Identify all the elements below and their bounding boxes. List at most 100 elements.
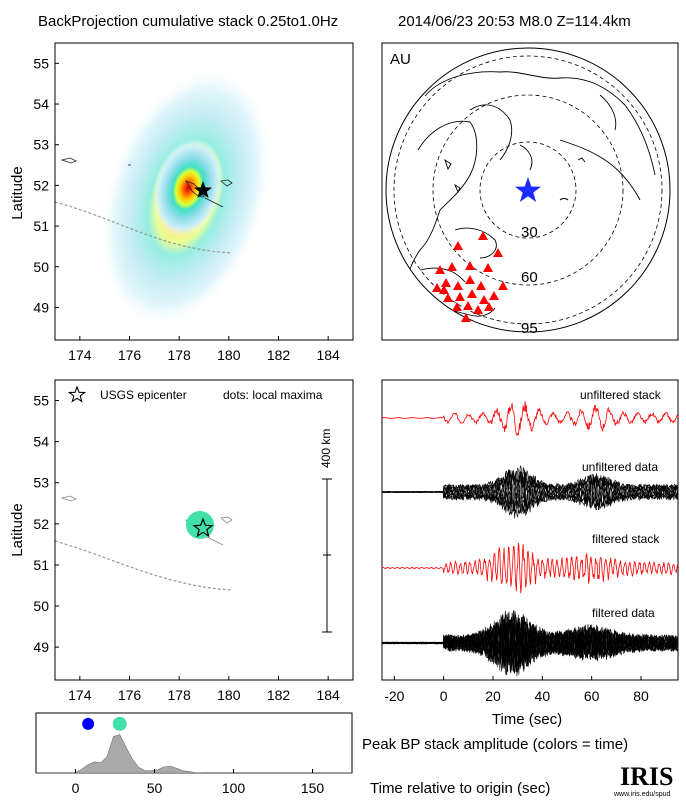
- station-triangle: [432, 283, 442, 292]
- station-triangle: [441, 278, 451, 287]
- legend-dots-label: dots: local maxima: [223, 388, 323, 402]
- backprojection-heatmap: [99, 67, 273, 329]
- filtered-stack-trace: [381, 542, 679, 594]
- peak-title: Peak BP stack amplitude (colors = time): [362, 736, 628, 753]
- bottom-map-xticks: 174 176 178 180 182 184: [68, 676, 340, 703]
- iris-logo: IRIS www.iris.edu/spud: [613, 762, 673, 798]
- station-triangle: [461, 313, 471, 322]
- bottom-xtick-label: 176: [118, 687, 142, 703]
- top-map-panel: 174 176 178 180 182 184 49 50 51 52 53 54 55 Latitu…: [9, 42, 354, 363]
- traces-panel: unfiltered stack unfiltered data filtere…: [381, 379, 679, 728]
- station-triangle: [467, 289, 477, 298]
- peak-xticks: 0 50 100 150: [72, 769, 325, 796]
- trace-label-unfiltered-data: unfiltered data: [582, 460, 658, 474]
- traces-xlabel: Time (sec): [492, 711, 562, 728]
- top-map-yticks: 49 50 51 52 53 54 55: [33, 55, 59, 315]
- station-triangle: [447, 262, 457, 271]
- station-triangle: [476, 281, 486, 290]
- top-xtick-label: 178: [167, 347, 191, 363]
- station-triangle: [435, 265, 445, 274]
- station-triangle: [443, 293, 453, 302]
- station-triangle: [439, 285, 449, 294]
- station-triangle: [465, 275, 475, 284]
- epicenter-star-top: [194, 181, 212, 198]
- station-triangle: [498, 281, 508, 290]
- bottom-map-frame: [54, 379, 354, 681]
- peak-amplitude-area: [36, 734, 352, 774]
- station-triangle: [483, 263, 493, 272]
- top-xtick-label: 176: [118, 347, 142, 363]
- trace-label-unfiltered-stack: unfiltered stack: [580, 388, 662, 402]
- trace-lines: [381, 401, 679, 677]
- network-label: AU: [390, 51, 411, 68]
- peak-xtick-label: 50: [147, 780, 163, 796]
- distance-rings: [393, 55, 663, 325]
- epicenter-star-bottom: [192, 517, 214, 538]
- peak-xlabel: Time relative to origin (sec): [370, 780, 550, 797]
- top-ytick-label: 50: [33, 259, 49, 275]
- bottom-ytick-label: 55: [33, 393, 49, 409]
- peak-dot-main: [112, 716, 127, 731]
- peak-xtick-label: 0: [72, 780, 80, 796]
- right-title: 2014/06/23 20:53 M8.0 Z=114.4km: [398, 13, 631, 30]
- station-triangle: [453, 281, 463, 290]
- ring-label-95: 95: [521, 320, 538, 337]
- top-map-ylabel: Latitude: [9, 166, 26, 219]
- traces-xtick-label: 40: [535, 688, 551, 704]
- unfiltered-stack-trace: [381, 401, 679, 437]
- peak-xtick-label: 100: [222, 780, 246, 796]
- unfiltered-data-trace: [381, 465, 679, 519]
- logo-url: www.iris.edu/spud: [613, 791, 671, 798]
- top-ytick-label: 53: [33, 137, 49, 153]
- logo-text: IRIS: [620, 762, 673, 791]
- top-map-frame: [54, 42, 354, 341]
- bottom-xtick-label: 174: [68, 687, 92, 703]
- bottom-xtick-label: 184: [316, 687, 340, 703]
- traces-xtick-label: -20: [384, 688, 404, 704]
- bottom-map-ylabel: Latitude: [9, 503, 26, 556]
- trench-line-bottom: [55, 540, 233, 591]
- globe-panel: AU 30 60 95: [381, 42, 679, 341]
- traces-xticks: -20 0 20 40 60 80: [384, 676, 649, 704]
- peak-dot-early: [82, 717, 95, 730]
- bottom-ytick-label: 53: [33, 475, 49, 491]
- traces-xtick-label: 80: [633, 688, 649, 704]
- filtered-data-trace: [381, 617, 679, 673]
- trench-line-top: [55, 201, 233, 254]
- bottom-map-yticks: 49 50 51 52 53 54 55: [33, 393, 59, 655]
- globe-outline: [385, 47, 671, 333]
- peak-xtick-label: 150: [301, 780, 325, 796]
- station-triangle: [479, 295, 489, 304]
- top-map-xticks: 174 176 178 180 182 184: [68, 336, 340, 363]
- ring-label-30: 30: [521, 224, 538, 241]
- left-title: BackProjection cumulative stack 0.25to1.…: [38, 13, 338, 30]
- station-triangle: [455, 292, 465, 301]
- station-triangle: [493, 248, 503, 257]
- aleutian-islands-top: [60, 157, 233, 208]
- bottom-xtick-label: 180: [217, 687, 241, 703]
- station-triangle: [484, 302, 494, 311]
- station-triangle: [489, 291, 499, 300]
- top-xtick-label: 180: [217, 347, 241, 363]
- bottom-ytick-label: 50: [33, 598, 49, 614]
- top-ytick-label: 54: [33, 96, 49, 112]
- bottom-xtick-label: 178: [167, 687, 191, 703]
- scale-bar-label: 400 km: [319, 429, 333, 468]
- filtered-data-trace: [382, 613, 679, 673]
- top-ytick-label: 49: [33, 299, 49, 315]
- legend-star-label: USGS epicenter: [100, 388, 187, 402]
- peak-amplitude-panel: 0 50 100 150 Peak BP stack amplitude (color…: [35, 712, 628, 797]
- top-ytick-label: 55: [33, 55, 49, 71]
- station-triangle: [478, 231, 488, 240]
- station-triangle: [473, 305, 483, 314]
- globe-frame: [381, 42, 679, 341]
- traces-xtick-label: 20: [485, 688, 501, 704]
- top-ytick-label: 52: [33, 177, 49, 193]
- station-triangle: [463, 301, 473, 310]
- station-triangle: [453, 241, 463, 250]
- traces-xtick-label: 60: [584, 688, 600, 704]
- bottom-xtick-label: 182: [267, 687, 291, 703]
- traces-frame: [381, 379, 679, 681]
